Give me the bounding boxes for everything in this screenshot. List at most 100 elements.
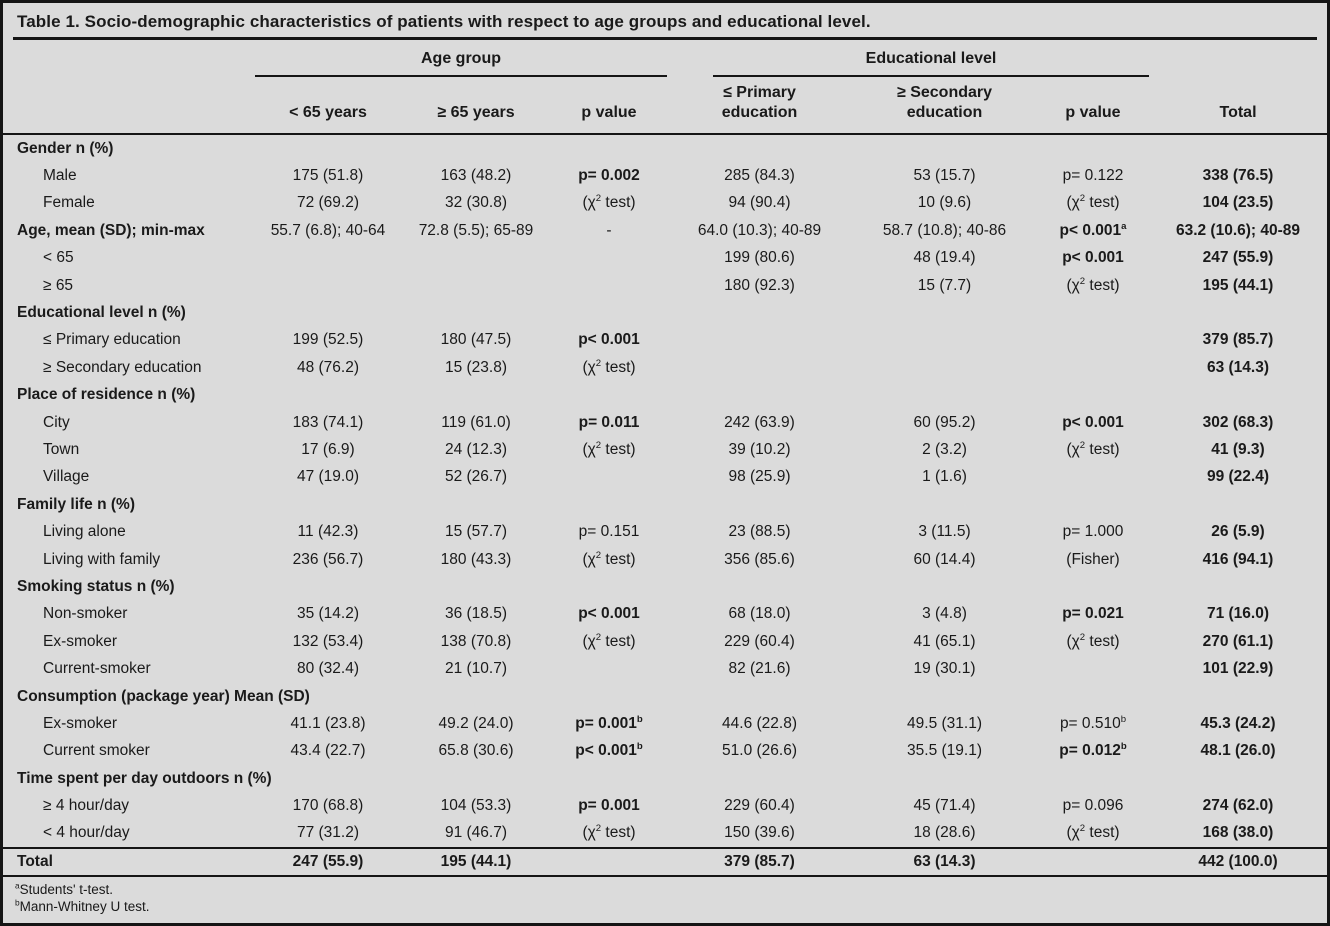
cell-ge65: 65.8 (30.6)	[438, 742, 514, 760]
cell-p-edu: p= 0.021	[1062, 605, 1124, 623]
cell-p-edu: p< 0.001	[1062, 249, 1124, 267]
cell-total: 63 (14.3)	[1206, 358, 1270, 376]
cell-lt65: 77 (31.2)	[296, 824, 360, 842]
cell-lt65: 48 (76.2)	[296, 358, 360, 376]
cell-lt65: 170 (68.8)	[292, 797, 364, 815]
table-row: Non-smoker 35 (14.2) 36 (18.5) p< 0.001 68 (…	[3, 601, 1327, 628]
cell-primary: 199 (80.6)	[724, 249, 795, 267]
cell-p-edu: (Fisher)	[1066, 550, 1120, 568]
cell-total: 247 (55.9)	[1202, 249, 1274, 267]
cell-primary: 356 (85.6)	[724, 550, 795, 568]
row-label: Living alone	[43, 523, 126, 541]
cell-p-age: (χ2 test)	[582, 439, 636, 458]
cell-ge65: 163 (48.2)	[440, 167, 512, 185]
cell-p-age: p= 0.151	[578, 523, 640, 541]
cell-secondary: 19 (30.1)	[913, 660, 976, 678]
cell-secondary: 2 (3.2)	[922, 440, 967, 458]
cell-p-edu: p= 1.000	[1062, 523, 1124, 541]
cell-p-edu: p= 0.012b	[1059, 741, 1127, 760]
cell-primary: 82 (21.6)	[728, 660, 791, 678]
cell-secondary: 3 (4.8)	[922, 605, 967, 623]
col-header-p-edu: p value	[1065, 104, 1121, 121]
cell-secondary: 53 (15.7)	[913, 167, 976, 185]
cell-ge65: 15 (23.8)	[444, 358, 508, 376]
row-label: Ex-smoker	[43, 714, 118, 732]
cell-ge65: 104 (53.3)	[440, 797, 512, 815]
cell-primary: 229 (60.4)	[724, 797, 795, 815]
cell-p-edu: (χ2 test)	[1066, 823, 1120, 842]
cell-primary: 68 (18.0)	[728, 605, 791, 623]
cell-lt65: 236 (56.7)	[292, 550, 364, 568]
title-rule	[13, 37, 1317, 40]
cell-total: 45.3 (24.2)	[1200, 714, 1276, 732]
edu-group-header: Educational level	[713, 46, 1149, 77]
cell-ge65: 72.8 (5.5); 65-89	[418, 221, 534, 239]
row-label: ≥ 4 hour/day	[43, 797, 130, 815]
section-row: Educational level n (%)	[3, 299, 1327, 326]
table-row: Female 72 (69.2) 32 (30.8) (χ2 test) 94 (90.…	[3, 190, 1327, 217]
col-header-primary-line2: education	[721, 104, 798, 121]
table-row: Age, mean (SD); min-max 55.7 (6.8); 40-64…	[3, 217, 1327, 244]
col-header-ge65: ≥ 65 years	[437, 104, 515, 121]
edu-group-label: Educational level	[865, 50, 997, 67]
table-row: Male 175 (51.8) 163 (48.2) p= 0.002 285 (84.…	[3, 162, 1327, 189]
table-row: Ex-smoker 132 (53.4) 138 (70.8) (χ2 test) 22…	[3, 628, 1327, 655]
cell-p-age: p< 0.001	[578, 331, 640, 349]
table-row: Living with family 236 (56.7) 180 (43.3) (χ…	[3, 546, 1327, 573]
cell-total: 71 (16.0)	[1206, 605, 1270, 623]
cell-lt65: 183 (74.1)	[292, 413, 364, 431]
cell-ge65: 180 (43.3)	[440, 550, 512, 568]
row-label: Non-smoker	[43, 605, 128, 623]
cell-secondary: 63 (14.3)	[913, 853, 976, 871]
section-row: Gender n (%)	[3, 135, 1327, 162]
cell-ge65: 119 (61.0)	[441, 413, 511, 431]
cell-primary: 379 (85.7)	[724, 853, 795, 871]
cell-total: 302 (68.3)	[1202, 413, 1274, 431]
row-label: Current smoker	[43, 742, 150, 760]
row-label: City	[43, 413, 70, 431]
cell-total: 26 (5.9)	[1211, 523, 1265, 541]
cell-total: 442 (100.0)	[1198, 853, 1278, 871]
cell-ge65: 36 (18.5)	[444, 605, 508, 623]
col-header-p-age: p value	[581, 104, 637, 121]
cell-lt65: 55.7 (6.8); 40-64	[270, 221, 386, 239]
row-label: Current-smoker	[43, 660, 151, 678]
cell-p-age: p< 0.001b	[575, 741, 643, 760]
cell-secondary: 18 (28.6)	[913, 824, 976, 842]
cell-ge65: 32 (30.8)	[444, 194, 508, 212]
cell-total: 338 (76.5)	[1202, 167, 1274, 185]
section-row: Smoking status n (%)	[3, 573, 1327, 600]
cell-lt65: 72 (69.2)	[296, 194, 360, 212]
cell-ge65: 49.2 (24.0)	[438, 714, 514, 732]
cell-p-age: p< 0.001	[578, 605, 640, 623]
cell-p-edu: p= 0.510b	[1059, 713, 1127, 732]
cell-ge65: 15 (57.7)	[444, 523, 508, 541]
row-label: Village	[43, 468, 90, 486]
cell-primary: 180 (92.3)	[724, 276, 795, 294]
table-header: Age group Educational level < 65 years ≥…	[3, 40, 1327, 135]
cell-ge65: 21 (10.7)	[444, 660, 508, 678]
col-header-secondary: ≥ Secondary education	[852, 77, 1037, 133]
total-row: Total 247 (55.9) 195 (44.1) 379 (85.7) 63 (1…	[3, 847, 1327, 878]
row-label: Town	[43, 440, 80, 458]
cell-primary: 229 (60.4)	[724, 632, 795, 650]
footnotes: aStudents' t-test. bMann-Whitney U test.	[3, 877, 1327, 923]
col-header-total: Total	[1219, 104, 1257, 121]
table-row: Current smoker 43.4 (22.7) 65.8 (30.6) p< 0…	[3, 738, 1327, 765]
cell-ge65: 24 (12.3)	[444, 440, 508, 458]
cell-lt65: 175 (51.8)	[292, 167, 364, 185]
cell-primary: 44.6 (22.8)	[722, 714, 797, 732]
cell-primary: 23 (88.5)	[728, 523, 791, 541]
row-label: Smoking status n (%)	[17, 577, 175, 595]
cell-ge65: 91 (46.7)	[444, 824, 508, 842]
row-label: Living with family	[43, 550, 161, 568]
cell-secondary: 10 (9.6)	[917, 194, 972, 212]
cell-lt65: 41.1 (23.8)	[290, 714, 366, 732]
cell-total: 416 (94.1)	[1202, 550, 1274, 568]
cell-p-age: p= 0.001b	[575, 713, 643, 732]
cell-lt65: 132 (53.4)	[292, 632, 364, 650]
row-label: < 4 hour/day	[43, 824, 130, 842]
footnote: aStudents' t-test.	[15, 880, 114, 897]
section-row: Time spent per day outdoors n (%)	[3, 765, 1327, 792]
cell-p-edu: (χ2 test)	[1066, 275, 1120, 294]
